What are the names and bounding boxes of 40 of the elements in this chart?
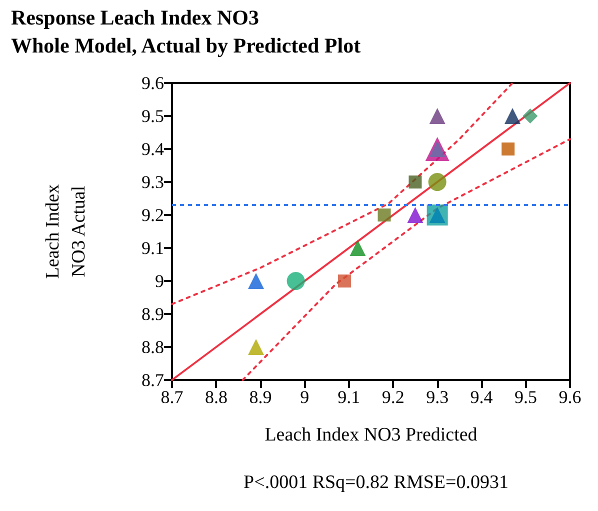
y-tick-label: 9.3 [142, 172, 164, 192]
point [429, 108, 446, 124]
point [504, 108, 521, 124]
x-tick-label: 9.3 [426, 387, 449, 407]
point [338, 274, 351, 288]
point [428, 173, 446, 191]
x-tick-label: 9.4 [470, 387, 493, 407]
point [522, 108, 538, 124]
x-axis-title: Leach Index NO3 Predicted [264, 424, 478, 446]
y-tick-label: 8.8 [142, 337, 164, 357]
line-series [171, 82, 514, 306]
y-tick-label: 9.5 [142, 106, 164, 126]
x-tick-label: 8.7 [160, 387, 184, 407]
point [248, 339, 264, 355]
point [408, 176, 422, 188]
y-tick-label: 9.4 [142, 139, 164, 159]
point [407, 207, 424, 223]
x-tick-label: 8.8 [204, 387, 228, 407]
point [286, 272, 305, 290]
line-series [242, 138, 571, 381]
x-tick-label: 9.2 [382, 387, 404, 407]
point [502, 142, 515, 156]
y-tick-label: 8.9 [142, 304, 164, 324]
y-tick-label: 8.7 [142, 370, 164, 390]
x-tick-label: 9.6 [558, 387, 582, 407]
chart-title: Response Leach Index NO3 [11, 6, 259, 30]
y-tick-label: 9.1 [142, 238, 164, 258]
point [378, 208, 391, 222]
y-tick-label: 9 [155, 271, 164, 291]
x-tick-label: 9.1 [338, 387, 360, 407]
x-tick-label: 9.5 [514, 387, 538, 407]
point [248, 273, 264, 289]
text: P<.0001 RSq=0.82 RMSE=0.0931 [244, 472, 508, 493]
x-tick-label: 9 [300, 387, 310, 407]
x-tick-label: 8.9 [249, 387, 272, 407]
point [350, 240, 366, 256]
y-axis-title: Leach Index NO3 Actual [42, 184, 90, 279]
chart-subtitle: Whole Model, Actual by Predicted Plot [11, 34, 361, 58]
y-tick-label: 9.2 [142, 205, 164, 225]
y-tick-label: 9.6 [142, 73, 164, 93]
